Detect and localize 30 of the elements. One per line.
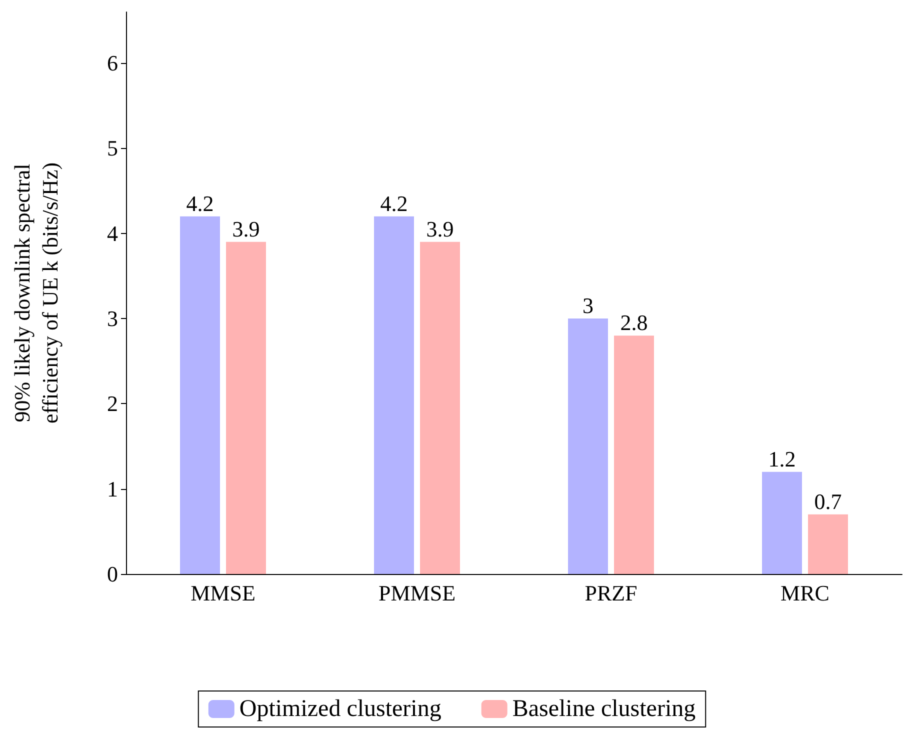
- y-tick-label: 5: [107, 136, 118, 161]
- y-tick-label: 2: [107, 391, 118, 416]
- data-label: 2.8: [620, 310, 648, 336]
- legend-label: Baseline clustering: [512, 696, 696, 722]
- y-tick-label: 3: [107, 306, 118, 332]
- bar: [614, 336, 654, 574]
- data-label: 3.9: [426, 216, 454, 242]
- bar: [420, 242, 460, 574]
- data-label: 1.2: [768, 446, 796, 472]
- x-tick-label: MMSE: [190, 580, 256, 606]
- bar: [226, 242, 266, 574]
- data-label: 4.2: [186, 190, 214, 216]
- x-tick-label: PRZF: [584, 580, 638, 606]
- y-axis-title: 90% likely downlink spectral efficiency of UE k (bits/s/Hz): [10, 162, 62, 424]
- y-tick-label: 1: [107, 476, 118, 502]
- bar: [808, 514, 848, 574]
- data-label: 3.9: [232, 216, 260, 242]
- bar: [762, 472, 802, 574]
- x-tick-label: PMMSE: [378, 580, 456, 606]
- data-label: 3: [582, 293, 594, 318]
- bar: [180, 216, 220, 574]
- legend-label: Optimized clustering: [239, 696, 442, 722]
- data-label: 4.2: [380, 190, 408, 216]
- x-tick-label: MRC: [780, 580, 830, 606]
- y-tick-label: 4: [107, 220, 118, 246]
- bar: [568, 318, 608, 574]
- y-tick-label: 6: [107, 50, 118, 76]
- bar: [374, 216, 414, 574]
- y-tick-label: 0: [107, 562, 118, 586]
- data-label: 0.7: [814, 488, 842, 514]
